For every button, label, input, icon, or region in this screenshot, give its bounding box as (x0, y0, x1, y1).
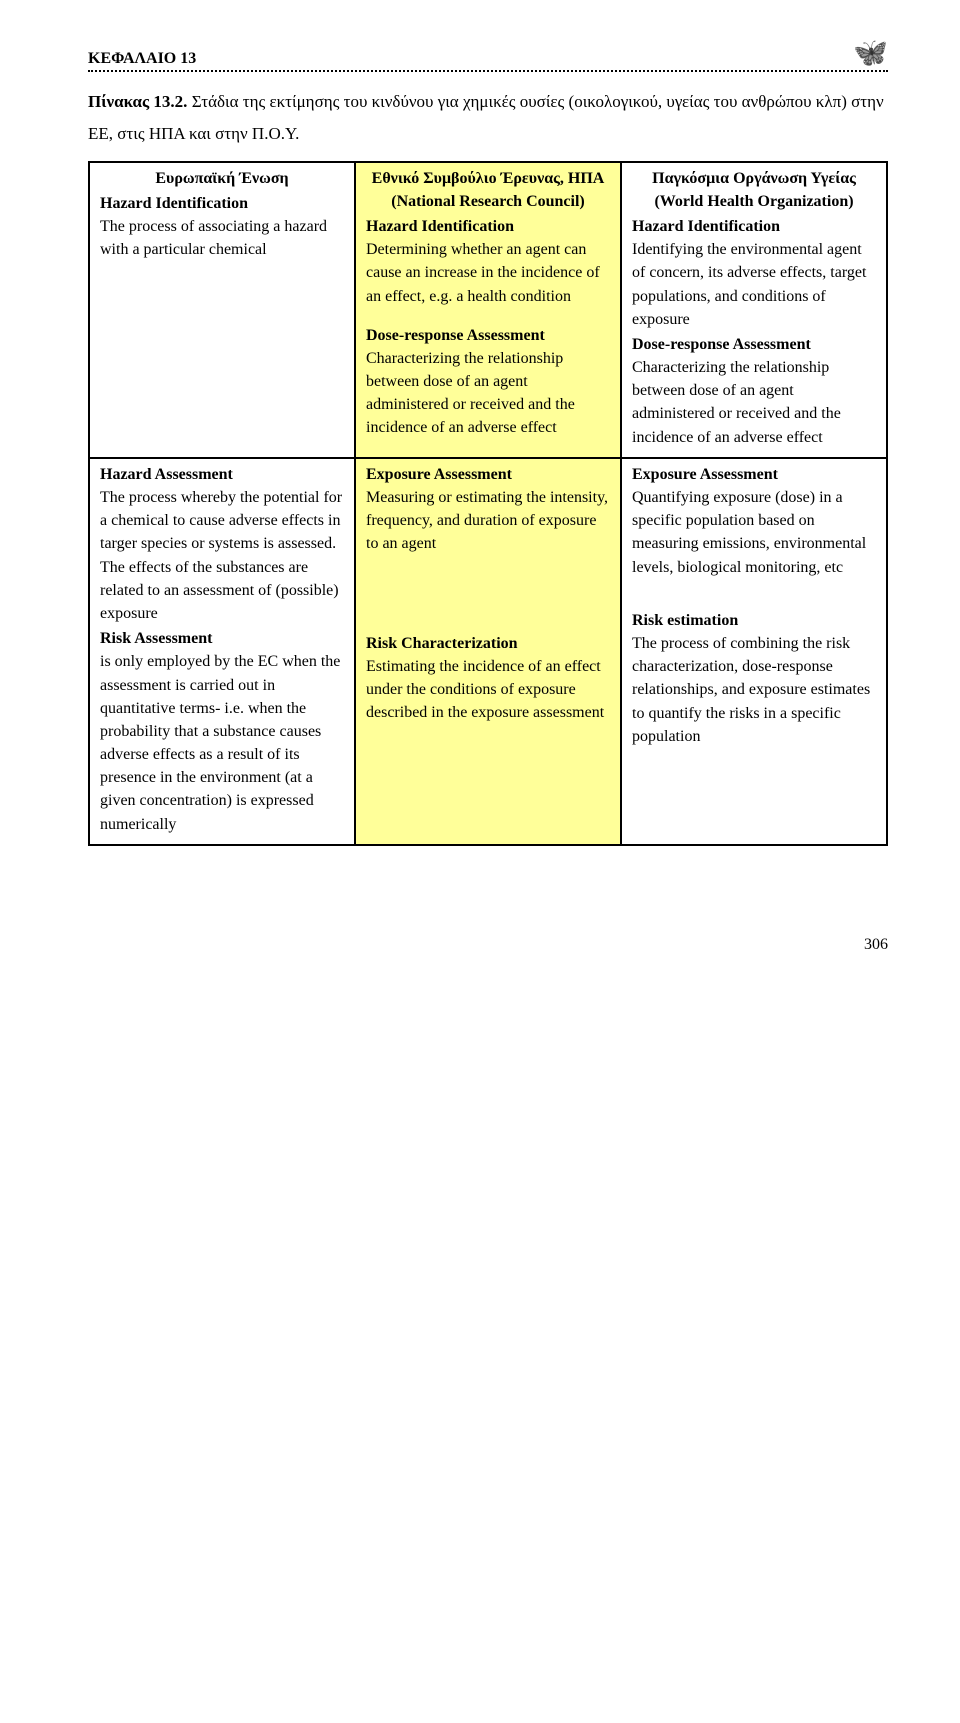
cell-title: Hazard Identification (366, 218, 514, 235)
cell-block: Hazard Assessment The process whereby th… (100, 463, 344, 625)
table-caption: Πίνακας 13.2. Στάδια της εκτίμησης του κ… (88, 86, 888, 151)
page-header: ΚΕΦΑΛΑΙΟ 13 🦋 (88, 40, 888, 68)
cell-body: Determining whether an agent can cause a… (366, 241, 600, 304)
cell-who-2-3: Exposure Assessment Quantifying exposure… (621, 458, 887, 845)
cell-block: Hazard Identification Determining whethe… (366, 215, 610, 308)
cell-block: Exposure Assessment Quantifying exposure… (632, 463, 876, 579)
cell-title: Risk Assessment (100, 630, 212, 647)
cell-body: Characterizing the relationship between … (366, 350, 575, 437)
cell-title: Hazard Identification (100, 195, 248, 212)
page-number: 306 (88, 936, 888, 954)
cell-title: Risk Characterization (366, 635, 518, 652)
cell-who-1: Παγκόσμια Οργάνωση Υγείας (World Health … (621, 162, 887, 458)
cell-block: Risk Assessment is only employed by the … (100, 627, 344, 836)
cell-block: Hazard Identification Identifying the en… (632, 215, 876, 331)
cell-body: Characterizing the relationship between … (632, 359, 841, 446)
cell-block: Dose-response Assessment Characterizing … (632, 333, 876, 449)
cell-eu-1: Ευρωπαϊκή Ένωση Hazard Identification Th… (89, 162, 355, 458)
caption-text: Στάδια της εκτίμησης του κινδύνου για χη… (88, 92, 884, 143)
cell-body: is only employed by the EC when the asse… (100, 653, 340, 832)
cell-title: Exposure Assessment (366, 466, 512, 483)
cell-block: Exposure Assessment Measuring or estimat… (366, 463, 610, 556)
cell-title: Dose-response Assessment (366, 327, 545, 344)
cell-title: Risk estimation (632, 612, 738, 629)
col-header-who-a: Παγκόσμια Οργάνωση Υγείας (632, 167, 876, 190)
col-header-us: Εθνικό Συμβούλιο Έρευνας, ΗΠΑ (National … (366, 167, 610, 213)
cell-body: Measuring or estimating the intensity, f… (366, 489, 608, 552)
cell-title: Hazard Identification (632, 218, 780, 235)
caption-label: Πίνακας 13.2. (88, 92, 187, 111)
header-divider (88, 70, 888, 72)
cell-title: Exposure Assessment (632, 466, 778, 483)
cell-title: Dose-response Assessment (632, 336, 811, 353)
butterfly-icon: 🦋 (853, 40, 888, 68)
cell-us-2-3: Exposure Assessment Measuring or estimat… (355, 458, 621, 845)
cell-block: Hazard Identification The process of ass… (100, 192, 344, 262)
cell-block: Risk estimation The process of combining… (632, 609, 876, 748)
table-row: Ευρωπαϊκή Ένωση Hazard Identification Th… (89, 162, 887, 458)
cell-us-1: Εθνικό Συμβούλιο Έρευνας, ΗΠΑ (National … (355, 162, 621, 458)
cell-eu-2-3: Hazard Assessment The process whereby th… (89, 458, 355, 845)
cell-block: Dose-response Assessment Characterizing … (366, 324, 610, 440)
col-header-who-b: (World Health Organization) (632, 190, 876, 213)
cell-body: Estimating the incidence of an effect un… (366, 658, 604, 721)
cell-body: The process whereby the potential for a … (100, 489, 342, 622)
chapter-title: ΚΕΦΑΛΑΙΟ 13 (88, 50, 196, 68)
cell-body: The process of associating a hazard with… (100, 218, 327, 258)
cell-body: Identifying the environmental agent of c… (632, 241, 866, 328)
comparison-table: Ευρωπαϊκή Ένωση Hazard Identification Th… (88, 161, 888, 846)
col-header-eu: Ευρωπαϊκή Ένωση (100, 167, 344, 190)
cell-block: Risk Characterization Estimating the inc… (366, 632, 610, 725)
cell-title: Hazard Assessment (100, 466, 233, 483)
cell-body: Quantifying exposure (dose) in a specifi… (632, 489, 866, 576)
cell-body: The process of combining the risk charac… (632, 635, 870, 745)
